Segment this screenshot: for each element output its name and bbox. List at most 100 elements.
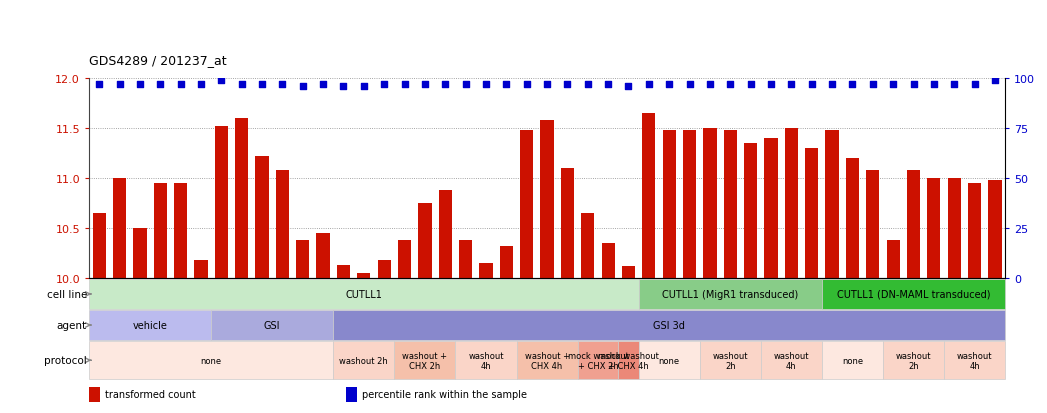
Text: washout +
CHX 4h: washout + CHX 4h [525, 351, 570, 370]
Point [111, 81, 128, 88]
Point [437, 81, 453, 88]
Bar [699, 342, 761, 379]
Bar [516, 342, 578, 379]
Bar [581, 214, 595, 279]
Point [701, 81, 718, 88]
Bar [480, 264, 492, 279]
Text: washout +
CHX 2h: washout + CHX 2h [402, 351, 447, 370]
Bar [887, 241, 899, 279]
Point [661, 81, 677, 88]
Bar [459, 241, 472, 279]
Bar [825, 131, 839, 279]
Point [722, 81, 739, 88]
Bar [663, 131, 675, 279]
Bar [499, 247, 513, 279]
Bar [398, 241, 411, 279]
Text: CUTLL1 (DN-MAML transduced): CUTLL1 (DN-MAML transduced) [837, 289, 990, 299]
Point [803, 81, 820, 88]
Text: percentile rank within the sample: percentile rank within the sample [362, 389, 527, 399]
Bar [236, 119, 248, 279]
Bar [866, 171, 879, 279]
Text: none: none [842, 356, 863, 365]
Text: cell line: cell line [46, 289, 87, 299]
Bar [154, 184, 166, 279]
Bar [764, 139, 778, 279]
Bar [988, 180, 1002, 279]
Point [193, 81, 209, 88]
Bar [255, 157, 269, 279]
Point [132, 81, 149, 88]
Point [477, 81, 494, 88]
Point [885, 81, 901, 88]
Text: washout
4h: washout 4h [774, 351, 809, 370]
Bar [805, 149, 819, 279]
Text: mock washout
+ CHX 2h: mock washout + CHX 2h [567, 351, 628, 370]
Bar [89, 387, 101, 401]
Text: GSI: GSI [264, 320, 281, 330]
Point [844, 81, 861, 88]
Bar [419, 204, 431, 279]
Point [213, 77, 229, 84]
Text: none: none [201, 356, 222, 365]
Text: GSI 3d: GSI 3d [653, 320, 685, 330]
Bar [822, 280, 1005, 309]
Bar [846, 159, 859, 279]
Point [518, 81, 535, 88]
Point [233, 81, 250, 88]
Point [945, 81, 962, 88]
Point [152, 81, 169, 88]
Point [682, 81, 698, 88]
Point [335, 83, 352, 90]
Point [865, 81, 882, 88]
Text: washout
4h: washout 4h [468, 351, 504, 370]
Bar [907, 171, 920, 279]
Bar [92, 214, 106, 279]
Point [620, 83, 637, 90]
Bar [822, 342, 883, 379]
Text: protocol: protocol [44, 355, 87, 366]
Text: washout
2h: washout 2h [896, 351, 931, 370]
Bar [619, 342, 639, 379]
Point [641, 81, 658, 88]
Point [274, 81, 291, 88]
Point [824, 81, 841, 88]
Text: CUTLL1 (MigR1 transduced): CUTLL1 (MigR1 transduced) [662, 289, 799, 299]
Bar [395, 342, 455, 379]
Point [294, 83, 311, 90]
Bar [439, 191, 452, 279]
Text: washout
2h: washout 2h [713, 351, 748, 370]
Bar [883, 342, 944, 379]
Bar [683, 131, 696, 279]
Bar [113, 179, 126, 279]
Bar [215, 126, 228, 279]
Bar [89, 280, 639, 309]
Point [253, 81, 270, 88]
Bar [520, 131, 533, 279]
Text: mock washout
+ CHX 4h: mock washout + CHX 4h [598, 351, 659, 370]
Bar [296, 241, 309, 279]
Bar [195, 261, 207, 279]
Text: transformed count: transformed count [106, 389, 196, 399]
Point [417, 81, 433, 88]
Point [91, 81, 108, 88]
Text: vehicle: vehicle [133, 320, 168, 330]
Bar [785, 128, 798, 279]
Bar [89, 311, 211, 340]
Point [966, 81, 983, 88]
Bar [968, 184, 981, 279]
Point [905, 81, 922, 88]
Bar [337, 266, 350, 279]
Text: agent: agent [57, 320, 87, 330]
Bar [639, 280, 822, 309]
Bar [346, 387, 356, 401]
Point [986, 77, 1003, 84]
Bar [316, 234, 330, 279]
Point [600, 81, 617, 88]
Bar [174, 184, 187, 279]
Bar [602, 244, 615, 279]
Text: washout 2h: washout 2h [339, 356, 388, 365]
Point [458, 81, 474, 88]
Bar [761, 342, 822, 379]
Text: CUTLL1: CUTLL1 [346, 289, 382, 299]
Bar [133, 229, 147, 279]
